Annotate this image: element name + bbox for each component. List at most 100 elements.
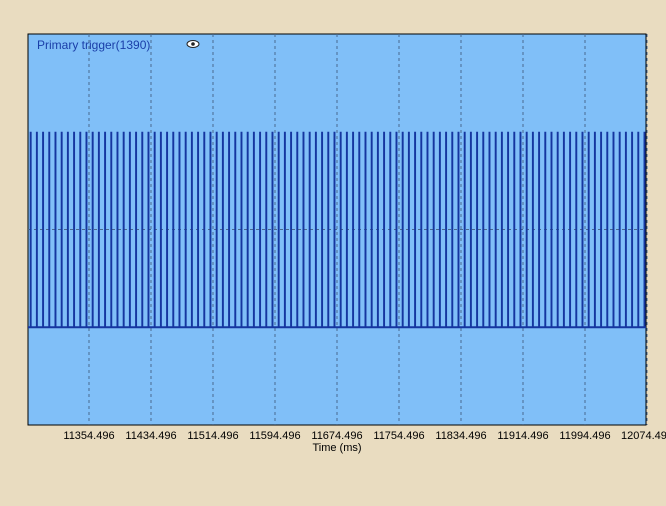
pulse [153, 131, 156, 328]
pulse [35, 131, 38, 328]
pulse [290, 131, 293, 328]
pulse [600, 131, 603, 328]
pulse [451, 131, 454, 328]
pulse [184, 131, 187, 328]
pulse [60, 131, 63, 328]
pulse [420, 131, 423, 328]
pulse [513, 131, 516, 328]
pulse [482, 131, 485, 328]
pulse [643, 131, 646, 328]
pulse [159, 131, 162, 328]
pulse [246, 131, 249, 328]
x-tick-label: 11674.496 [311, 430, 362, 442]
pulse [321, 131, 324, 328]
x-axis-label: Time (ms) [312, 442, 361, 454]
pulse [507, 131, 510, 328]
pulse [618, 131, 621, 328]
pulse [457, 131, 460, 328]
pulse [339, 131, 342, 328]
x-tick-label: 11754.496 [373, 430, 424, 442]
pulse [569, 131, 572, 328]
pulse [259, 131, 262, 328]
pulse [544, 131, 547, 328]
pulse [302, 131, 305, 328]
eye-icon [186, 40, 200, 48]
pulse [488, 131, 491, 328]
pulse [135, 131, 138, 328]
pulse [500, 131, 503, 328]
pulse [345, 131, 348, 328]
pulse [612, 131, 615, 328]
pulse [172, 131, 175, 328]
pulse [29, 131, 32, 328]
pulse [203, 131, 206, 328]
pulse [538, 131, 541, 328]
x-tick-label: 12074.496 [621, 430, 666, 442]
pulse [228, 131, 231, 328]
pulse [383, 131, 386, 328]
pulse [122, 131, 125, 328]
x-tick-label: 11594.496 [249, 430, 300, 442]
pulse [215, 131, 218, 328]
pulse [562, 131, 565, 328]
pulse [73, 131, 76, 328]
pulse [575, 131, 578, 328]
x-tick-label: 11514.496 [187, 430, 238, 442]
pulse [370, 131, 373, 328]
pulse [631, 131, 634, 328]
pulse [494, 131, 497, 328]
pulse [283, 131, 286, 328]
pulse [271, 131, 274, 328]
pulse [252, 131, 255, 328]
pulse [85, 131, 88, 328]
x-tick-label: 11914.496 [497, 430, 548, 442]
pulse [581, 131, 584, 328]
pulse [469, 131, 472, 328]
pulse [79, 131, 82, 328]
pulse [463, 131, 466, 328]
pulse [593, 131, 596, 328]
pulse [234, 131, 237, 328]
pulse [531, 131, 534, 328]
pulse [525, 131, 528, 328]
pulse [352, 131, 355, 328]
pulse [519, 131, 522, 328]
pulse [265, 131, 268, 328]
pulse [178, 131, 181, 328]
pulse [438, 131, 441, 328]
pulse [116, 131, 119, 328]
x-tick-label: 11354.496 [63, 430, 114, 442]
pulse [240, 131, 243, 328]
pulse [395, 131, 398, 328]
pulse [333, 131, 336, 328]
pulse [128, 131, 131, 328]
pulse [358, 131, 361, 328]
pulse [637, 131, 640, 328]
pulse [314, 131, 317, 328]
pulse [432, 131, 435, 328]
pulse [147, 131, 150, 328]
pulse [104, 131, 107, 328]
pulse [606, 131, 609, 328]
x-tick-label: 11434.496 [125, 430, 176, 442]
chart-title: Primary trigger(1390) [37, 38, 150, 52]
pulse [389, 131, 392, 328]
pulse [296, 131, 299, 328]
pulse [48, 131, 51, 328]
pulse [197, 131, 200, 328]
pulse [445, 131, 448, 328]
pulse [376, 131, 379, 328]
pulse [407, 131, 410, 328]
marks [28, 131, 646, 329]
pulse [42, 131, 45, 328]
pulse [624, 131, 627, 328]
pulse [209, 131, 212, 328]
x-tick-label: 11994.496 [559, 430, 610, 442]
pulse [401, 131, 404, 328]
pulse [221, 131, 224, 328]
pulse [110, 131, 113, 328]
pulse [166, 131, 169, 328]
pulse [364, 131, 367, 328]
